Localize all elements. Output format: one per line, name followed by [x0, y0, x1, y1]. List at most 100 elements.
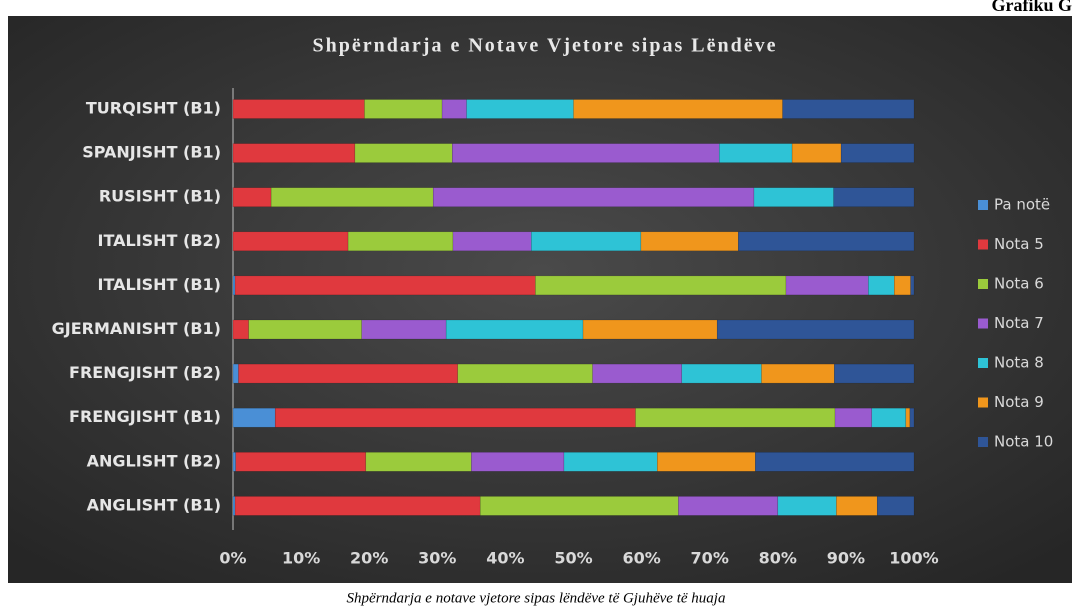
x-tick-label: 0%	[219, 549, 246, 568]
bar-segment	[365, 452, 472, 472]
bar-segment	[834, 407, 873, 428]
legend-label: Nota 9	[994, 393, 1044, 411]
bar-segment	[452, 143, 720, 163]
bar-segment	[791, 143, 842, 163]
bar-segment	[234, 275, 536, 296]
caption: Shpërndarja e notave vjetore sipas lëndë…	[347, 590, 726, 606]
bar-segment	[432, 187, 755, 207]
legend-swatch	[978, 437, 988, 447]
bar-segment	[738, 231, 915, 252]
bar-segment	[479, 496, 679, 516]
bar-segment	[232, 231, 349, 252]
bar-segment	[270, 187, 434, 207]
bar-segment	[681, 363, 762, 384]
x-tick-label: 90%	[827, 549, 865, 568]
x-tick-label: 20%	[350, 549, 388, 568]
bar-segment	[785, 275, 869, 296]
bar-segment	[232, 363, 239, 384]
legend-label: Nota 5	[994, 235, 1044, 253]
bar-segment	[232, 275, 236, 296]
bar-segment	[235, 452, 367, 472]
bar-segment	[894, 275, 911, 296]
bar-segment	[232, 452, 236, 472]
x-tick-label: 50%	[554, 549, 592, 568]
bar-segment	[876, 496, 915, 516]
bar-segment	[592, 363, 683, 384]
bar-segment	[753, 187, 834, 207]
legend-swatch	[978, 358, 988, 368]
x-tick-label: 70%	[691, 549, 729, 568]
bar-segment	[716, 319, 915, 340]
y-tick-label: FRENGJISHT (B1)	[69, 407, 221, 426]
bar-segment	[347, 231, 454, 252]
bar-segment	[782, 99, 915, 119]
bar-segment	[836, 496, 878, 516]
bar-segment	[457, 363, 593, 384]
legend-label: Nota 10	[994, 433, 1053, 451]
x-tick-label: 80%	[759, 549, 797, 568]
legend-label: Pa notë	[994, 196, 1050, 214]
bar-segment	[234, 496, 481, 516]
bar-segment	[657, 452, 756, 472]
legend-swatch	[978, 200, 988, 210]
x-tick-label: 40%	[486, 549, 524, 568]
y-tick-label: TURQISHT (B1)	[86, 99, 221, 118]
y-tick-label: ANGLISHT (B2)	[87, 451, 221, 470]
bar-segment	[905, 407, 911, 428]
legend-swatch	[978, 239, 988, 250]
bar-segment	[441, 99, 467, 119]
y-tick-label: GJERMANISHT (B1)	[52, 319, 221, 338]
bar-segment	[232, 99, 365, 119]
y-tick-label: SPANJISHT (B1)	[82, 143, 221, 162]
legend-label: Nota 8	[994, 354, 1044, 372]
y-tick-label: RUSISHT (B1)	[99, 187, 221, 206]
bar-segment	[910, 275, 915, 296]
x-tick-label: 100%	[889, 549, 938, 568]
bar-segment	[635, 407, 836, 428]
bar-segment	[563, 452, 658, 472]
bar-segment	[761, 363, 835, 384]
legend-label: Nota 6	[994, 275, 1044, 293]
legend-swatch	[978, 397, 988, 408]
bar-segment	[531, 231, 642, 252]
x-tick-label: 60%	[622, 549, 660, 568]
bar-segment	[834, 363, 915, 384]
x-tick-label: 10%	[282, 549, 320, 568]
bar-segment	[640, 231, 739, 252]
bar-segment	[777, 496, 837, 516]
bar-segment	[718, 143, 793, 163]
bar-segment	[582, 319, 718, 340]
bar-segment	[573, 99, 783, 119]
y-tick-label: ITALISHT (B1)	[97, 275, 221, 294]
legend-swatch	[978, 279, 988, 289]
bar-segment	[868, 275, 895, 296]
bar-segment	[678, 496, 779, 516]
bar-segment	[238, 363, 458, 384]
y-tick-label: ANGLISHT (B1)	[87, 495, 221, 514]
bar-segment	[364, 99, 443, 119]
bar-segment	[452, 231, 532, 252]
bar-segment	[232, 496, 236, 516]
bar-segment	[833, 187, 915, 207]
x-tick-label: 30%	[418, 549, 456, 568]
header: Grafiku G	[991, 0, 1072, 15]
bar-segment	[232, 319, 249, 340]
chart-title: Shpërndarja e Notave Vjetore sipas Lëndë…	[313, 35, 778, 57]
bar-segment	[445, 319, 584, 340]
y-tick-label: ITALISHT (B2)	[97, 231, 221, 250]
bar-segment	[274, 407, 636, 428]
bar-segment	[535, 275, 787, 296]
bar-segment	[232, 143, 356, 163]
legend-swatch	[978, 318, 988, 329]
bar-segment	[840, 143, 915, 163]
bar-segment	[471, 452, 565, 472]
bar-segment	[466, 99, 574, 119]
bar-segment	[248, 319, 362, 340]
bar-segment	[232, 407, 276, 428]
bar-segment	[909, 407, 915, 428]
legend-label: Nota 7	[994, 314, 1044, 332]
bar-segment	[871, 407, 907, 428]
bar-segment	[232, 187, 272, 207]
y-tick-label: FRENGJISHT (B2)	[69, 363, 221, 382]
